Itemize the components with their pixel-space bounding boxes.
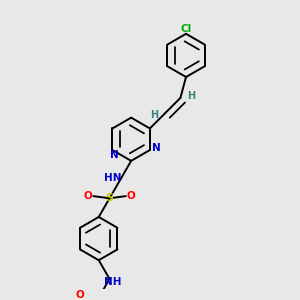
Text: O: O (127, 191, 136, 201)
Text: Cl: Cl (180, 24, 192, 34)
Text: N: N (110, 151, 118, 160)
Text: NH: NH (104, 277, 122, 287)
Text: H: H (187, 92, 195, 101)
Text: HN: HN (104, 173, 122, 183)
Text: O: O (84, 191, 92, 201)
Text: H: H (151, 110, 159, 120)
Text: N: N (152, 142, 161, 153)
Text: S: S (106, 193, 113, 203)
Text: O: O (76, 290, 84, 300)
